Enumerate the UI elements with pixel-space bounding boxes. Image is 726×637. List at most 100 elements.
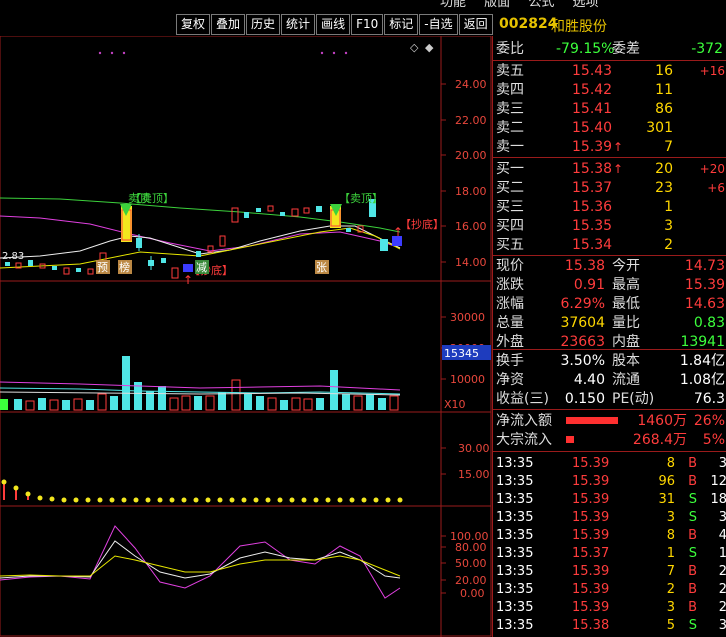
up-arrow-icon: ↑ (393, 225, 403, 239)
chart-border (0, 36, 492, 637)
weibi-row: 委比 -79.15% 委差 -372 (496, 41, 723, 57)
svg-text:15.00: 15.00 (458, 468, 490, 481)
fundamental-value: 1.84亿 (679, 353, 725, 369)
sell-level-row[interactable]: 卖五 15.43 16 +16 (496, 63, 725, 79)
tick-price: 15.39 (572, 528, 610, 543)
sell-price: 15.42 (572, 82, 613, 98)
kdj-line-pink (0, 525, 401, 599)
stat-value: 0.83 (693, 315, 725, 331)
indicator1-dots (1, 479, 403, 503)
buy-level-row[interactable]: 买三 15.36 1 (496, 199, 673, 215)
up-arrow-icon: ↑ (183, 273, 193, 287)
menu-formula[interactable]: 公式 (528, 0, 555, 10)
tick-count: 12 (710, 474, 726, 489)
tick-price: 15.39 (572, 600, 610, 615)
volume-current-value: 15345 (444, 347, 479, 360)
stat-row: 涨幅 6.29% 最低 14.63 (496, 296, 725, 312)
sell-change: +16 (699, 64, 725, 78)
buy-change: +20 (699, 162, 725, 176)
menu-function[interactable]: 功能 (440, 0, 467, 10)
diamond-filled-icon[interactable]: ◆ (425, 41, 434, 54)
sell-volume: 301 (646, 120, 673, 136)
svg-text:张: 张 (316, 261, 327, 274)
flow-row: 大宗流入 268.4万 5% (496, 432, 725, 448)
stat-value: 23663 (560, 334, 605, 350)
sell-level-row[interactable]: 卖四 15.42 11 (496, 82, 673, 98)
price-tick: 20.00 (455, 149, 487, 162)
buy-price: 15.36 (572, 199, 613, 215)
sell-price: 15.43 (572, 63, 613, 79)
sell-level-row[interactable]: 卖三 15.41 86 (496, 101, 673, 117)
fundamental-value: 1.08亿 (679, 372, 725, 388)
menu-layout[interactable]: 版面 (484, 0, 511, 10)
tick-time: 13:35 (496, 600, 534, 615)
top-menu: 功能 版面 公式 选项 (440, 0, 612, 10)
buy-volume: 2 (664, 237, 673, 253)
tick-side: S (688, 618, 697, 633)
svg-text:卖顶: 卖顶 (128, 192, 150, 205)
kline-chart[interactable]: ◇ ◆ 24.00 22.00 20.00 18.00 16.00 14.00 (0, 36, 492, 637)
fundamental-value: 0.150 (564, 391, 605, 407)
diamond-icon[interactable]: ◇ (410, 41, 419, 54)
statistics-button[interactable]: 统计 (281, 14, 316, 35)
price-tick: 18.00 (455, 185, 487, 198)
svg-text:榜: 榜 (119, 260, 130, 274)
restore-rights-button[interactable]: 复权 (176, 14, 211, 35)
tick-price: 15.39 (572, 510, 610, 525)
f10-button[interactable]: F10 (351, 14, 384, 35)
tick-side: B (688, 564, 697, 579)
tick-count: 2 (718, 564, 726, 579)
history-button[interactable]: 历史 (246, 14, 281, 35)
svg-text:50.00: 50.00 (455, 557, 487, 570)
volume-bars (0, 356, 399, 411)
buy-level-row[interactable]: 买二 15.37 23 +6 (496, 180, 725, 196)
tick-volume: 1 (666, 546, 675, 561)
price-tick: 22.00 (455, 114, 487, 127)
stock-header (493, 14, 726, 36)
fundamental-row: 换手 3.50% 股本 1.84亿 (496, 353, 725, 369)
stat-value: 13941 (680, 334, 725, 350)
tick-side: S (688, 510, 697, 525)
sell-level-row[interactable]: 卖二 15.40 301 (496, 120, 673, 136)
mark-button[interactable]: 标记 (384, 14, 419, 35)
tick-side: B (688, 582, 697, 597)
tick-price: 15.37 (572, 546, 610, 561)
buy-level-row[interactable]: 买四 15.35 3 (496, 218, 673, 234)
tick-volume: 7 (666, 564, 675, 579)
tick-row: 13:35 15.39 3 S 3 (496, 509, 726, 527)
tick-side: B (688, 474, 697, 489)
tick-time: 13:35 (496, 456, 534, 471)
overlay-button[interactable]: 叠加 (211, 14, 246, 35)
tick-time: 13:35 (496, 546, 534, 561)
flow-row: 净流入额 1460万 26% (496, 413, 725, 429)
buy-volume: 1 (664, 199, 673, 215)
remove-watchlist-button[interactable]: -自选 (419, 14, 458, 35)
stat-row: 外盘 23663 内盘 13941 (496, 334, 725, 350)
tick-volume: 2 (666, 582, 675, 597)
tick-volume: 8 (666, 528, 675, 543)
tick-count: 3 (718, 456, 726, 471)
sell-volume: 7 (664, 139, 673, 155)
buy-level-row[interactable]: 买五 15.34 2 (496, 237, 673, 253)
tick-volume: 96 (658, 474, 675, 489)
tick-count: 2 (718, 600, 726, 615)
fundamental-value: 4.40 (573, 372, 605, 388)
tick-row: 13:35 15.38 5 S 3 (496, 617, 726, 635)
tick-volume: 3 (666, 600, 675, 615)
draw-line-button[interactable]: 画线 (316, 14, 351, 35)
buy-level-row[interactable]: 买一 15.38 ↑ 20 +20 (496, 161, 725, 177)
sell-top-marker-2: 【卖顶】 (330, 192, 383, 216)
menu-options[interactable]: 选项 (572, 0, 599, 10)
buy-volume: 23 (655, 180, 673, 196)
up-arrow-icon: ↑ (613, 140, 624, 154)
price-tick: 16.00 (455, 220, 487, 233)
volume-ma-pink (0, 381, 401, 391)
svg-text:【卖顶】: 【卖顶】 (130, 192, 174, 205)
sell-level-row[interactable]: 卖一 15.39 ↑ 7 (496, 139, 673, 155)
stat-value: 15.38 (564, 258, 605, 274)
buy-price: 15.34 (572, 237, 613, 253)
ma-line-pink (0, 215, 401, 252)
svg-text:10000: 10000 (450, 373, 485, 386)
back-button[interactable]: 返回 (458, 14, 493, 35)
svg-text:80.00: 80.00 (455, 541, 487, 554)
